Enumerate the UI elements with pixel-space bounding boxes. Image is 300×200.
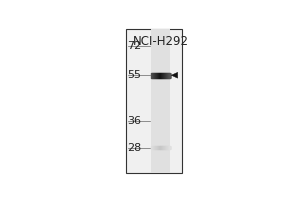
Text: 36: 36 (127, 116, 141, 126)
Polygon shape (171, 72, 178, 78)
Bar (126, 29, 182, 173)
Text: 72: 72 (127, 41, 141, 51)
Text: 55: 55 (127, 70, 141, 80)
Text: 28: 28 (127, 143, 141, 153)
Text: NCI-H292: NCI-H292 (133, 35, 189, 48)
Bar (152, 29, 170, 173)
